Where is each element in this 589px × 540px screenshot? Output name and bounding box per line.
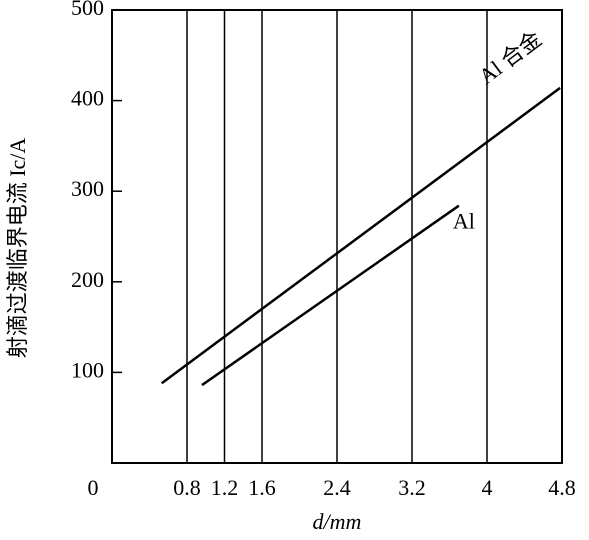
series-label: Al bbox=[453, 209, 475, 234]
x-tick-label: 3.2 bbox=[398, 475, 426, 500]
line-series bbox=[201, 204, 460, 387]
series-label: Al 合金 bbox=[474, 26, 546, 89]
line-series bbox=[160, 86, 561, 385]
x-axis-label: d/mm bbox=[313, 509, 362, 534]
y-tick-label: 500 bbox=[71, 0, 104, 20]
y-tick-label: 300 bbox=[71, 176, 104, 201]
x-tick-label: 4.8 bbox=[548, 475, 576, 500]
x-tick-label: 1.2 bbox=[211, 475, 239, 500]
y-axis-label: 射滴过渡临界电流 Ic/A bbox=[5, 138, 30, 359]
x-tick-label: 4 bbox=[482, 475, 493, 500]
x-tick-label: 0.8 bbox=[173, 475, 201, 500]
y-tick-label: 400 bbox=[71, 86, 104, 111]
y-tick-label: 200 bbox=[71, 267, 104, 292]
y-tick-label: 100 bbox=[71, 357, 104, 382]
x-tick-label: 0 bbox=[88, 475, 99, 500]
x-tick-label: 1.6 bbox=[248, 475, 276, 500]
x-tick-label: 2.4 bbox=[323, 475, 351, 500]
